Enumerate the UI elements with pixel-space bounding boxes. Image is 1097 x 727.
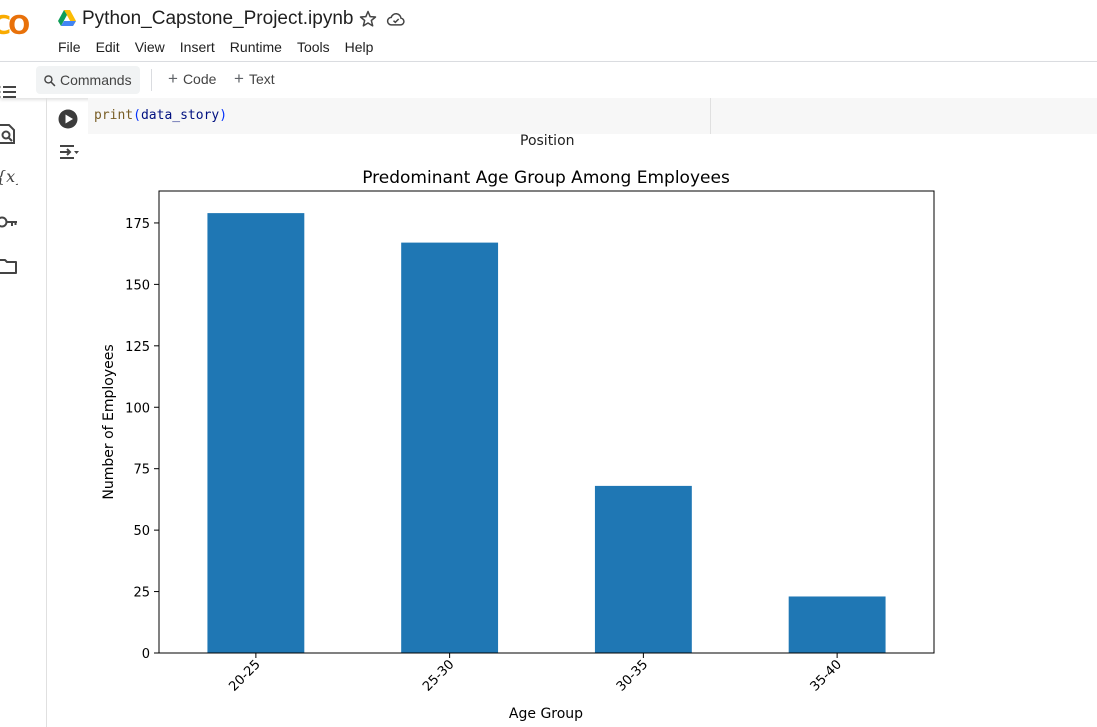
plot-area <box>207 213 886 654</box>
svg-text:{x}: {x} <box>0 167 18 186</box>
menu-tools[interactable]: Tools <box>296 39 330 55</box>
find-replace-icon[interactable] <box>0 123 18 145</box>
secrets-key-icon[interactable] <box>0 211 18 233</box>
bar-25-30 <box>401 242 499 653</box>
cloud-saved-icon[interactable] <box>386 9 406 29</box>
code-editor-line[interactable]: print(data_story) <box>94 108 227 123</box>
y-tick-label: 100 <box>125 401 150 416</box>
menu-insert[interactable]: Insert <box>179 39 215 55</box>
add-code-button[interactable]: + Code <box>168 69 217 88</box>
commands-button[interactable]: Commands <box>36 66 140 94</box>
add-text-button[interactable]: + Text <box>234 69 275 88</box>
menu-edit[interactable]: Edit <box>95 39 120 55</box>
y-tick-label: 75 <box>133 463 150 478</box>
code-token-paren-close: ) <box>219 108 228 123</box>
code-token-variable: data_story <box>140 108 220 123</box>
files-folder-icon[interactable] <box>0 255 18 277</box>
y-axis-label: Number of Employees <box>101 344 117 499</box>
x-tick-label: 30-35 <box>614 657 651 694</box>
logo-letter-o: O <box>8 11 30 41</box>
y-tick-label: 25 <box>133 586 150 601</box>
x-tick-label: 35-40 <box>808 657 845 694</box>
add-text-label: Text <box>248 71 275 87</box>
logo-letter-c: C <box>0 11 11 41</box>
chart-title: Predominant Age Group Among Employees <box>362 168 730 188</box>
menu-runtime[interactable]: Runtime <box>229 39 282 55</box>
x-axis-label: Age Group <box>509 706 583 722</box>
colab-logo[interactable]: CO <box>0 10 44 42</box>
menu-view[interactable]: View <box>134 39 165 55</box>
notebook-title[interactable]: Python_Capstone_Project.ipynb <box>82 8 354 29</box>
commands-label: Commands <box>60 72 132 88</box>
y-tick-label: 50 <box>133 524 150 539</box>
plus-icon: + <box>168 69 178 88</box>
output-actions-icon[interactable] <box>58 142 80 162</box>
bar-30-35 <box>594 485 692 653</box>
add-code-label: Code <box>182 71 217 87</box>
google-drive-icon[interactable] <box>58 10 76 26</box>
bar-chart: Predominant Age Group Among Employees Nu… <box>101 168 935 722</box>
bar-20-25 <box>207 213 305 654</box>
variables-icon[interactable]: {x} <box>0 166 18 188</box>
run-cell-button[interactable] <box>58 109 78 129</box>
y-tick-label: 0 <box>142 647 150 662</box>
y-tick-label: 175 <box>125 217 150 232</box>
menu-bar: File Edit View Insert Runtime Tools Help <box>58 38 388 56</box>
plus-icon: + <box>234 69 244 88</box>
cell-divider <box>710 98 711 134</box>
toolbar-divider <box>151 69 152 91</box>
star-icon[interactable] <box>358 9 378 29</box>
code-token-paren-open: ( <box>133 108 141 123</box>
left-sidebar: {x} <box>0 85 47 727</box>
y-tick-label: 125 <box>125 340 150 355</box>
menu-file[interactable]: File <box>58 39 81 55</box>
axes-frame <box>158 190 935 654</box>
notebook-toolbar: Commands + Code + Text <box>0 61 1097 98</box>
code-token-function: print <box>94 108 134 123</box>
table-of-contents-icon[interactable] <box>0 81 18 103</box>
x-tick-label: 25-30 <box>420 657 457 694</box>
code-cell[interactable]: print(data_story) <box>88 98 1097 134</box>
y-tick-label: 150 <box>125 278 150 293</box>
bar-35-40 <box>788 596 886 653</box>
x-tick-label: 20-25 <box>226 657 263 694</box>
menu-help[interactable]: Help <box>344 39 374 55</box>
cell-output-text: Position <box>520 133 575 149</box>
search-icon <box>44 74 56 86</box>
